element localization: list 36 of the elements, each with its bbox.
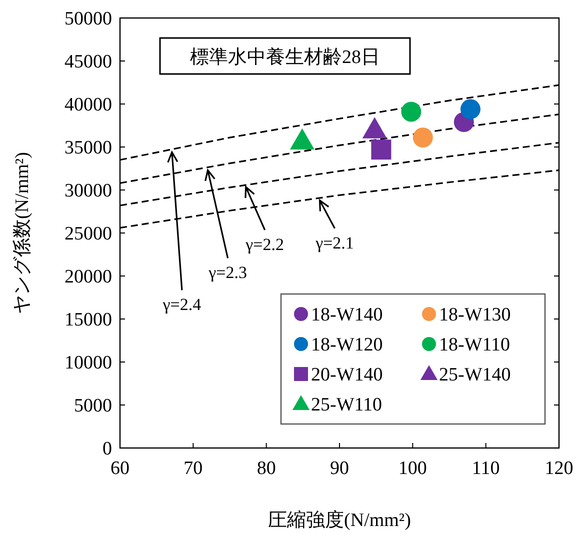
text: 標準水中養生材齢28日 xyxy=(190,47,380,68)
x-tick-label: 70 xyxy=(184,458,203,479)
y-axis-title: ヤング係数(N/mm²) xyxy=(12,152,33,314)
x-tick-label: 120 xyxy=(544,458,574,479)
x-tick-label: 90 xyxy=(330,458,349,479)
legend-label: 25-W140 xyxy=(439,364,511,386)
y-tick-label: 25000 xyxy=(64,224,112,245)
y-tick-label: 50000 xyxy=(64,8,112,30)
y-tick-label: 35000 xyxy=(64,138,112,159)
annotation: γ=2.2 xyxy=(244,234,284,254)
legend-label: 25-W110 xyxy=(311,394,382,416)
x-tick-label: 60 xyxy=(110,458,130,479)
legend-label: 18-W110 xyxy=(439,334,510,356)
x-axis-title: 圧縮強度(N/mm²) xyxy=(268,509,411,531)
legend-label: 18-W120 xyxy=(311,334,383,356)
y-tick-label: 45000 xyxy=(64,52,112,73)
y-tick-label: 30000 xyxy=(64,180,112,202)
y-tick-label: 5000 xyxy=(74,396,112,417)
y-tick-label: 40000 xyxy=(64,94,112,116)
point xyxy=(401,102,422,122)
annotation: γ=2.4 xyxy=(162,295,202,314)
y-tick-label: 0 xyxy=(102,438,112,460)
y-tick-label: 15000 xyxy=(64,310,112,331)
legend-label: 18-W130 xyxy=(439,304,511,326)
x-tick-label: 80 xyxy=(256,458,276,479)
annotation: γ=2.1 xyxy=(314,233,354,252)
point xyxy=(460,99,480,120)
y-tick-label: 10000 xyxy=(64,352,112,374)
point xyxy=(371,140,392,160)
annotation: γ=2.3 xyxy=(208,263,247,282)
x-tick-label: 110 xyxy=(472,458,500,479)
point xyxy=(412,128,433,148)
y-tick-label: 20000 xyxy=(64,266,112,288)
legend-label: 20-W140 xyxy=(311,364,383,386)
x-tick-label: 100 xyxy=(398,458,427,479)
legend-label: 18-W140 xyxy=(311,304,383,326)
